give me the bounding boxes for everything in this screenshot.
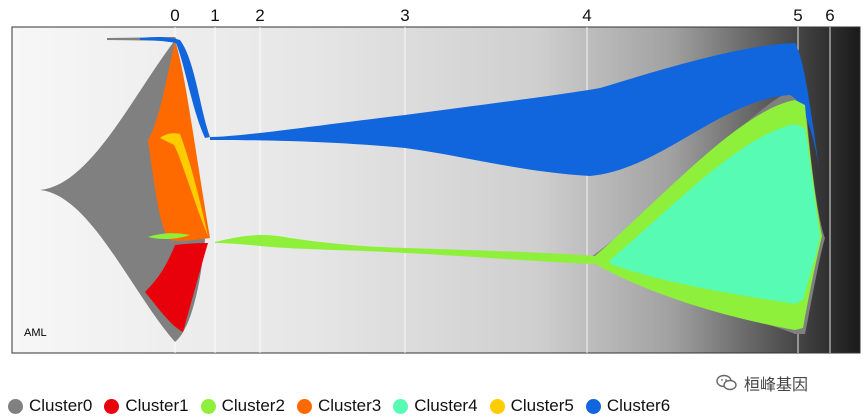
- cluster4-shape: [610, 124, 820, 304]
- legend-swatch: [585, 398, 601, 414]
- legend-swatch: [8, 398, 23, 414]
- legend-item-cluster4: Cluster4: [393, 396, 478, 416]
- legend-item-cluster0: Cluster0: [8, 396, 92, 416]
- legend-label: Cluster2: [221, 396, 285, 415]
- legend-label: Cluster3: [317, 396, 382, 415]
- cluster1-shape: [145, 243, 208, 332]
- legend-item-cluster1: Cluster1: [104, 396, 189, 416]
- legend-swatch: [393, 398, 409, 414]
- legend-swatch: [104, 398, 120, 414]
- legend-item-cluster6: Cluster6: [585, 396, 671, 416]
- timepoint-tick-0: 0: [170, 6, 179, 25]
- legend-label: Cluster1: [125, 396, 189, 415]
- sample-label: AML: [24, 327, 47, 339]
- watermark: 桓峰基因: [716, 371, 808, 395]
- cluster6-shape: [210, 43, 820, 176]
- cluster2-left-blob: [148, 233, 190, 240]
- legend-label: Cluster4: [414, 396, 478, 415]
- cluster6-top-strand: [140, 36, 210, 138]
- legend-swatch: [489, 398, 505, 414]
- legend-swatch: [296, 398, 312, 414]
- legend-item-cluster3: Cluster3: [296, 396, 382, 416]
- legend-label: Cluster6: [606, 396, 671, 415]
- legend-label: Cluster0: [29, 396, 93, 415]
- fish-plot: 0 1 2 3 4 5 6 AML: [11, 6, 861, 354]
- legend-item-cluster2: Cluster2: [200, 396, 285, 416]
- watermark-text: 桓峰基因: [744, 375, 809, 394]
- timepoint-tick-4: 4: [582, 6, 591, 25]
- timepoint-ticks: 0 1 2 3 4 5 6: [170, 6, 834, 25]
- timepoint-tick-1: 1: [210, 6, 219, 25]
- timepoint-tick-5: 5: [793, 6, 802, 25]
- legend-swatch: [200, 398, 216, 414]
- timepoint-tick-6: 6: [825, 6, 834, 25]
- legend-label: Cluster5: [510, 396, 574, 415]
- timepoint-tick-2: 2: [255, 6, 264, 25]
- timepoint-tick-3: 3: [400, 6, 409, 25]
- cluster5-shape: [160, 133, 208, 236]
- legend-item-cluster5: Cluster5: [489, 396, 574, 416]
- wechat-icon: [716, 374, 737, 391]
- legend: Cluster0 Cluster1 Cluster2 Cluster3 Cluster4…: [8, 396, 682, 416]
